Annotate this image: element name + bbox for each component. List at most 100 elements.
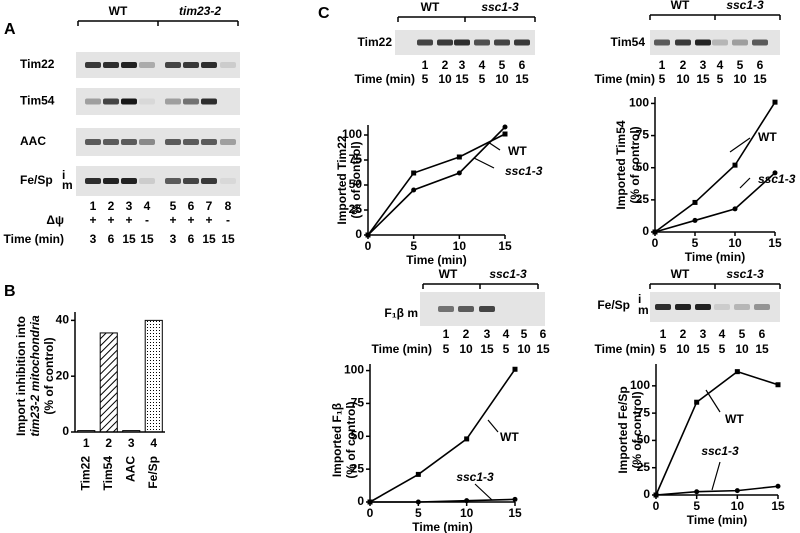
x-tick-label: 10 bbox=[728, 236, 742, 250]
x-tick-label: AAC bbox=[123, 456, 137, 482]
marker bbox=[464, 436, 470, 442]
delta-psi: - bbox=[226, 213, 230, 227]
series-line bbox=[654, 101, 776, 233]
gel-band bbox=[712, 39, 728, 46]
time-value: 10 bbox=[459, 342, 473, 356]
x-tick-label: 5 bbox=[692, 236, 699, 250]
y-tick-label: 50 bbox=[636, 160, 650, 174]
marker bbox=[456, 170, 462, 176]
group-label: WT bbox=[671, 0, 690, 12]
time-value: 5 bbox=[422, 72, 429, 86]
time-value: 15 bbox=[480, 342, 494, 356]
x-axis-label: Time (min) bbox=[687, 513, 747, 527]
lane-number: 1 bbox=[660, 327, 667, 341]
marker bbox=[502, 124, 508, 130]
y-tick-label: 20 bbox=[56, 368, 70, 382]
y-tick-label: 0 bbox=[355, 227, 362, 241]
y-axis-label: (% of control) bbox=[42, 337, 56, 414]
time-value: 15 bbox=[515, 72, 529, 86]
gel-band bbox=[121, 62, 137, 68]
gel-band bbox=[220, 62, 236, 68]
row-label: Tim22 bbox=[20, 57, 55, 71]
row-label: Fe/Sp bbox=[20, 173, 53, 187]
marker bbox=[772, 99, 778, 105]
band-label: i bbox=[638, 292, 641, 306]
gel-band bbox=[714, 304, 730, 310]
gel-band bbox=[695, 39, 711, 46]
series-line bbox=[369, 368, 516, 503]
gel-band bbox=[675, 304, 691, 310]
rule bbox=[487, 419, 499, 433]
gel-band bbox=[165, 62, 181, 68]
marker bbox=[464, 498, 470, 504]
y-axis-label: Imported Fe/Sp bbox=[616, 386, 630, 473]
rule bbox=[711, 461, 721, 491]
x-tick-label: 10 bbox=[731, 499, 745, 513]
rule bbox=[705, 389, 721, 413]
x-tick-label: 10 bbox=[453, 239, 467, 253]
time-label: Time (min) bbox=[595, 72, 655, 86]
delta-psi: + bbox=[107, 213, 114, 227]
bar bbox=[99, 332, 118, 433]
time-value: 10 bbox=[438, 72, 452, 86]
time-label: Time (min) bbox=[355, 72, 415, 86]
group-label: WT bbox=[439, 267, 458, 281]
y-tick-label: 0 bbox=[642, 224, 649, 238]
y-tick-label: 50 bbox=[637, 433, 651, 447]
delta-psi: - bbox=[145, 213, 149, 227]
lane-number: 1 bbox=[90, 199, 97, 213]
gel-band bbox=[655, 304, 671, 310]
series-label: ssc1-3 bbox=[456, 470, 494, 484]
group-label: ssc1-3 bbox=[726, 267, 764, 281]
time-value: 5 bbox=[659, 72, 666, 86]
lane-number: 3 bbox=[700, 327, 707, 341]
x-axis-label: Time (min) bbox=[685, 250, 745, 264]
y-tick-label: 75 bbox=[349, 152, 363, 166]
lane-number: 2 bbox=[108, 199, 115, 213]
x-tick-label: 15 bbox=[498, 239, 512, 253]
y-axis-label: tim23-2 mitochondria bbox=[28, 315, 42, 437]
gel-band bbox=[474, 39, 490, 46]
gel-band bbox=[139, 178, 155, 184]
time-value: 10 bbox=[676, 72, 690, 86]
time-value: 15 bbox=[122, 232, 136, 246]
time-value: 3 bbox=[90, 232, 97, 246]
marker bbox=[772, 170, 778, 176]
gel-band bbox=[675, 39, 691, 46]
panel-label: C bbox=[318, 5, 330, 22]
time-value: 5 bbox=[660, 342, 667, 356]
rule bbox=[473, 157, 495, 169]
lane-number: 5 bbox=[170, 199, 177, 213]
row-label: Fe/Sp bbox=[597, 298, 630, 312]
group-label: WT bbox=[109, 4, 128, 18]
y-tick-label: 100 bbox=[629, 96, 649, 110]
time-label: Time (min) bbox=[595, 342, 655, 356]
y-axis-label: (% of control) bbox=[630, 391, 644, 468]
gel-band bbox=[103, 62, 119, 68]
gel-band bbox=[103, 98, 119, 105]
lane-number: 4 bbox=[144, 199, 151, 213]
lane-number: 4 bbox=[719, 327, 726, 341]
gel-band bbox=[139, 62, 155, 68]
row-label: F₁β m bbox=[384, 306, 418, 320]
y-tick-label: 25 bbox=[349, 202, 363, 216]
lane-number: 1 bbox=[443, 327, 450, 341]
rule bbox=[487, 141, 501, 151]
gel-band bbox=[734, 304, 750, 310]
gel-band bbox=[201, 178, 217, 184]
gel-band bbox=[183, 139, 199, 145]
marker bbox=[775, 483, 781, 489]
marker bbox=[415, 499, 421, 505]
gel-band bbox=[139, 139, 155, 145]
y-axis-label: Imported Tim54 bbox=[614, 120, 628, 209]
time-value: 15 bbox=[455, 72, 469, 86]
x-axis-label: Time (min) bbox=[412, 520, 472, 533]
gel-band bbox=[183, 62, 199, 68]
x-tick-label: 15 bbox=[508, 506, 522, 520]
marker bbox=[694, 399, 700, 405]
marker bbox=[415, 471, 421, 477]
category-number: 1 bbox=[83, 436, 90, 450]
gel-band bbox=[514, 39, 530, 46]
x-tick-label: 5 bbox=[410, 239, 417, 253]
gel-band bbox=[183, 98, 199, 105]
